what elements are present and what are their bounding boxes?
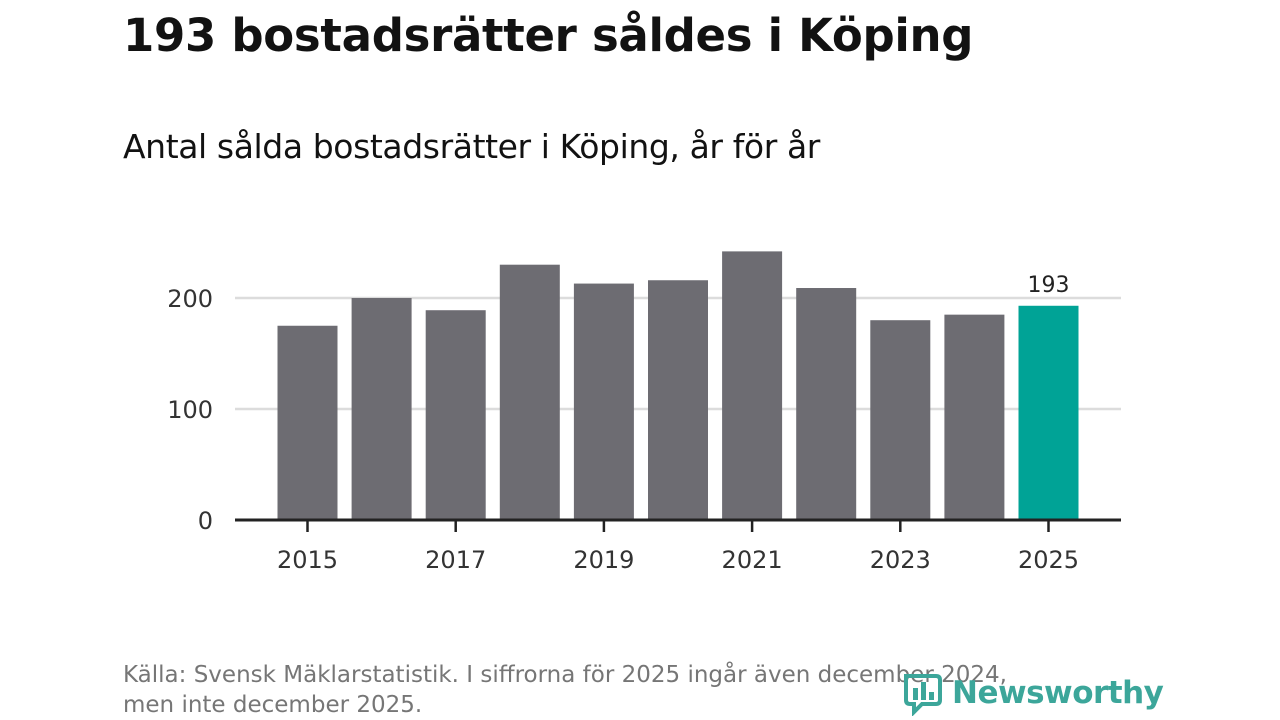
y-tick-label: 100 xyxy=(167,396,213,424)
source-note-line-1: Källa: Svensk Mäklarstatistik. I siffror… xyxy=(123,662,1007,688)
bar-2018 xyxy=(499,264,560,520)
bar-2024 xyxy=(944,314,1005,520)
newsworthy-logo-icon xyxy=(904,674,942,716)
x-tick-label: 2017 xyxy=(425,546,486,574)
bar-2021 xyxy=(722,251,783,520)
source-note-line-2: men inte december 2025. xyxy=(123,692,423,718)
newsworthy-logo-text: Newsworthy xyxy=(952,675,1164,711)
x-tick-label: 2021 xyxy=(722,546,783,574)
bar-2022 xyxy=(796,288,857,520)
data-label-2025: 193 xyxy=(1028,273,1070,298)
bar-2015 xyxy=(277,325,338,520)
data-labels: 193 xyxy=(1028,273,1070,298)
bar-2023 xyxy=(870,320,931,520)
chart-subtitle: Antal sålda bostadsrätter i Köping, år f… xyxy=(123,127,820,166)
x-tick-label: 2019 xyxy=(573,546,634,574)
bar-2017 xyxy=(425,310,486,520)
bar-2019 xyxy=(573,283,634,520)
x-tick-label: 2025 xyxy=(1018,546,1079,574)
bar-2020 xyxy=(648,280,708,520)
y-tick-label: 200 xyxy=(167,285,213,313)
bar-2016 xyxy=(351,298,412,520)
newsworthy-logo[interactable]: Newsworthy xyxy=(902,668,1164,718)
bar-2025 xyxy=(1018,305,1079,520)
x-axis-ticks: 2015 2017 2019 2021 2023 2025 xyxy=(277,520,1079,574)
source-note: Källa: Svensk Mäklarstatistik. I siffror… xyxy=(123,660,1123,720)
y-axis-labels: 0 100 200 xyxy=(167,285,213,535)
x-tick-label: 2015 xyxy=(277,546,338,574)
y-tick-label: 0 xyxy=(198,507,213,535)
bars xyxy=(277,251,1079,520)
x-tick-label: 2023 xyxy=(870,546,931,574)
page-title: 193 bostadsrätter såldes i Köping xyxy=(123,9,974,62)
bar-chart: 0 100 200 193 2015 2017 2019 2021 2023 2025 xyxy=(167,251,1121,574)
